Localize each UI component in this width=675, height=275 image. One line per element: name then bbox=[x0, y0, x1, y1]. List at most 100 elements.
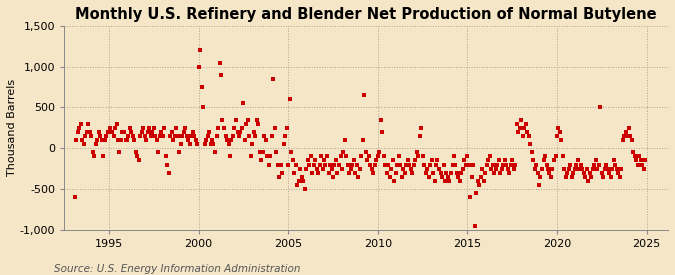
Point bbox=[96, 138, 107, 142]
Point bbox=[438, 162, 449, 167]
Point bbox=[82, 122, 93, 126]
Point bbox=[306, 170, 317, 175]
Point bbox=[159, 126, 169, 130]
Point bbox=[92, 138, 103, 142]
Point bbox=[490, 166, 501, 171]
Point bbox=[359, 93, 370, 97]
Point bbox=[623, 126, 634, 130]
Point bbox=[219, 126, 230, 130]
Point bbox=[404, 162, 414, 167]
Point bbox=[574, 166, 585, 171]
Point bbox=[421, 170, 431, 175]
Point bbox=[226, 138, 237, 142]
Point bbox=[181, 134, 192, 138]
Point bbox=[492, 162, 503, 167]
Point bbox=[613, 170, 624, 175]
Point bbox=[502, 166, 513, 171]
Point bbox=[211, 134, 222, 138]
Point bbox=[301, 166, 312, 171]
Point bbox=[246, 154, 256, 159]
Point bbox=[485, 154, 495, 159]
Point bbox=[638, 166, 649, 171]
Point bbox=[168, 138, 179, 142]
Point bbox=[268, 77, 279, 81]
Point bbox=[387, 158, 398, 163]
Point bbox=[274, 175, 285, 179]
Point bbox=[257, 150, 268, 155]
Point bbox=[504, 170, 514, 175]
Point bbox=[221, 138, 232, 142]
Point bbox=[459, 158, 470, 163]
Point bbox=[178, 130, 189, 134]
Point bbox=[637, 162, 647, 167]
Point bbox=[531, 162, 541, 167]
Point bbox=[308, 162, 319, 167]
Point bbox=[446, 170, 456, 175]
Point bbox=[325, 162, 335, 167]
Point bbox=[486, 166, 497, 171]
Point bbox=[477, 166, 487, 171]
Point bbox=[592, 166, 603, 171]
Point bbox=[534, 183, 545, 187]
Point bbox=[205, 142, 216, 146]
Point bbox=[353, 175, 364, 179]
Point bbox=[210, 150, 221, 155]
Point bbox=[555, 130, 566, 134]
Point bbox=[314, 162, 325, 167]
Point bbox=[269, 126, 280, 130]
Point bbox=[151, 138, 162, 142]
Point bbox=[560, 175, 571, 179]
Point bbox=[453, 175, 464, 179]
Point bbox=[464, 162, 475, 167]
Point bbox=[123, 134, 134, 138]
Point bbox=[630, 158, 641, 163]
Point bbox=[150, 134, 161, 138]
Point bbox=[341, 154, 352, 159]
Point bbox=[495, 170, 506, 175]
Point bbox=[304, 162, 315, 167]
Point bbox=[589, 162, 599, 167]
Point bbox=[578, 170, 589, 175]
Point bbox=[204, 130, 215, 134]
Point bbox=[516, 117, 526, 122]
Point bbox=[176, 142, 186, 146]
Point bbox=[369, 162, 380, 167]
Point bbox=[250, 134, 261, 138]
Point bbox=[253, 122, 264, 126]
Point bbox=[508, 166, 519, 171]
Point bbox=[437, 175, 448, 179]
Point bbox=[371, 158, 382, 163]
Point bbox=[414, 134, 425, 138]
Point bbox=[493, 158, 504, 163]
Point bbox=[346, 166, 356, 171]
Point bbox=[259, 134, 270, 138]
Point bbox=[360, 150, 371, 155]
Point bbox=[458, 166, 468, 171]
Point bbox=[163, 170, 174, 175]
Point bbox=[487, 162, 498, 167]
Point bbox=[558, 154, 568, 159]
Point bbox=[337, 166, 348, 171]
Point bbox=[596, 170, 607, 175]
Point bbox=[189, 134, 200, 138]
Point bbox=[340, 138, 350, 142]
Point bbox=[433, 166, 444, 171]
Point bbox=[422, 166, 433, 171]
Point bbox=[114, 150, 125, 155]
Point bbox=[119, 130, 130, 134]
Point bbox=[331, 158, 342, 163]
Point bbox=[532, 170, 543, 175]
Point bbox=[188, 130, 198, 134]
Point bbox=[598, 175, 609, 179]
Point bbox=[541, 162, 552, 167]
Point bbox=[431, 162, 441, 167]
Point bbox=[262, 154, 273, 159]
Point bbox=[614, 175, 625, 179]
Point bbox=[236, 126, 247, 130]
Point bbox=[193, 64, 204, 69]
Point bbox=[99, 138, 110, 142]
Point bbox=[562, 170, 573, 175]
Point bbox=[417, 154, 428, 159]
Point bbox=[394, 154, 404, 159]
Point bbox=[283, 162, 294, 167]
